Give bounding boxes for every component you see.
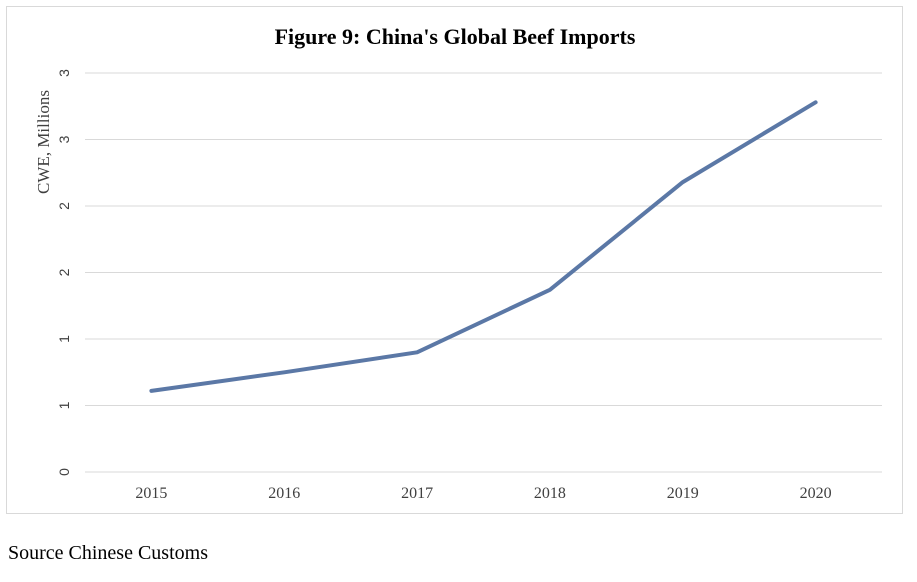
x-tick-labels: 2015 2016 2017 2018 2019 2020 [135, 485, 831, 502]
chart-svg: Figure 9: China's Global Beef Imports CW… [34, 24, 882, 502]
x-tick-label: 2015 [135, 485, 167, 502]
x-tick-label: 2017 [401, 485, 433, 502]
source-note: Source Chinese Customs [8, 542, 208, 564]
y-tick-label: 1 [56, 335, 72, 343]
series-line [149, 100, 818, 393]
x-tick-label: 2019 [667, 485, 699, 502]
chart-title: Figure 9: China's Global Beef Imports [275, 24, 636, 49]
x-tick-label: 2016 [268, 485, 300, 502]
y-tick-label: 0 [56, 468, 72, 476]
y-tick-label: 2 [56, 268, 72, 276]
gridlines [85, 72, 882, 473]
series-layer [149, 100, 818, 393]
x-tick-label: 2020 [800, 485, 832, 502]
y-tick-label: 3 [56, 69, 72, 77]
chart-frame [6, 6, 903, 514]
y-tick-labels: 0 1 1 2 2 3 3 [56, 69, 72, 476]
y-tick-label: 3 [56, 135, 72, 143]
y-axis-label: CWE, Millions [34, 90, 53, 194]
y-tick-label: 1 [56, 401, 72, 409]
y-tick-label: 2 [56, 202, 72, 210]
x-tick-label: 2018 [534, 485, 566, 502]
